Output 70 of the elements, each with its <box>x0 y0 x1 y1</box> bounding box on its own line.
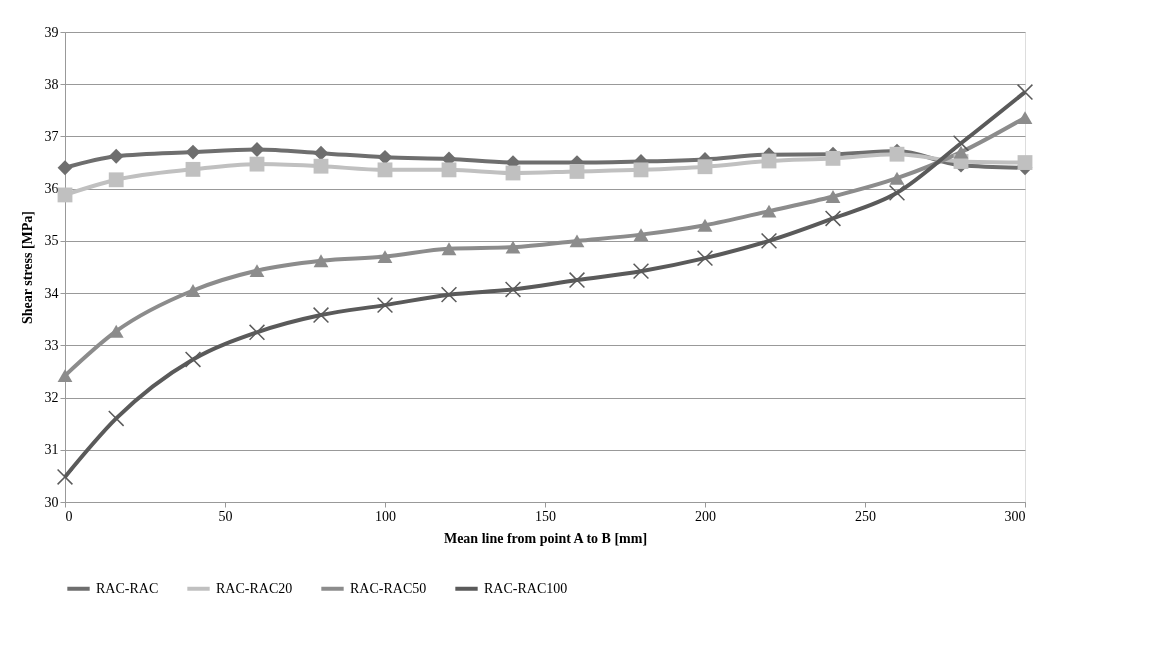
point <box>185 161 201 177</box>
y-tick-label: 39 <box>44 24 59 40</box>
legend-label: RAC-RAC100 <box>484 580 568 596</box>
x-tick-label: 100 <box>375 508 396 524</box>
point <box>441 162 457 178</box>
point <box>377 250 393 263</box>
point <box>761 204 777 218</box>
legend-label: RAC-RAC <box>96 580 159 596</box>
point <box>569 164 585 179</box>
point <box>760 232 778 250</box>
point <box>249 156 265 172</box>
point <box>569 234 585 248</box>
y-tick-label: 32 <box>44 390 59 406</box>
point <box>108 172 124 188</box>
point <box>632 263 650 280</box>
point <box>824 210 842 227</box>
point <box>108 324 124 338</box>
y-tick-label: 31 <box>44 442 59 458</box>
point <box>633 228 649 242</box>
x-tick-label: 150 <box>535 508 556 524</box>
point <box>313 254 329 268</box>
point <box>1017 111 1033 125</box>
point <box>108 148 124 164</box>
y-tick-label: 38 <box>44 76 59 92</box>
y-tick-label: 34 <box>44 285 59 301</box>
x-axis-title: Mean line from point A to B [mm] <box>443 530 648 546</box>
point <box>56 468 74 486</box>
point <box>57 187 73 203</box>
point <box>441 242 457 256</box>
point <box>1017 155 1033 170</box>
point <box>185 144 201 160</box>
y-tick-label: 36 <box>44 181 59 197</box>
x-tick-label: 50 <box>218 508 233 524</box>
y-tick-label: 37 <box>44 128 59 144</box>
point <box>888 184 906 202</box>
x-tick-label: 200 <box>695 508 716 524</box>
y-tick-label: 30 <box>44 494 59 510</box>
x-tick-label: 250 <box>855 508 876 524</box>
legend-label: RAC-RAC50 <box>350 580 427 596</box>
point <box>697 159 713 175</box>
point <box>312 306 330 324</box>
point <box>185 284 201 297</box>
point <box>825 190 841 203</box>
y-tick-label: 35 <box>44 233 59 249</box>
point <box>568 271 586 289</box>
point <box>633 162 649 178</box>
point <box>249 264 265 278</box>
point <box>696 249 714 267</box>
point <box>248 324 266 341</box>
point <box>57 369 73 383</box>
point <box>377 149 393 165</box>
point <box>313 158 329 174</box>
point <box>376 296 394 314</box>
point <box>697 218 713 232</box>
point <box>505 240 521 254</box>
point <box>889 171 905 185</box>
point <box>504 281 522 298</box>
y-tick-label: 33 <box>44 337 59 353</box>
point <box>313 145 329 161</box>
x-tick-label: 0 <box>65 508 73 524</box>
point <box>377 162 393 178</box>
y-axis-title: Shear stress [MPa] <box>19 210 35 325</box>
point <box>57 160 73 176</box>
point <box>184 351 202 368</box>
point <box>440 286 458 303</box>
x-tick-label: 300 <box>1004 508 1026 524</box>
legend-label: RAC-RAC20 <box>216 580 293 596</box>
point <box>1016 83 1034 101</box>
point <box>825 150 841 166</box>
point <box>953 145 969 159</box>
